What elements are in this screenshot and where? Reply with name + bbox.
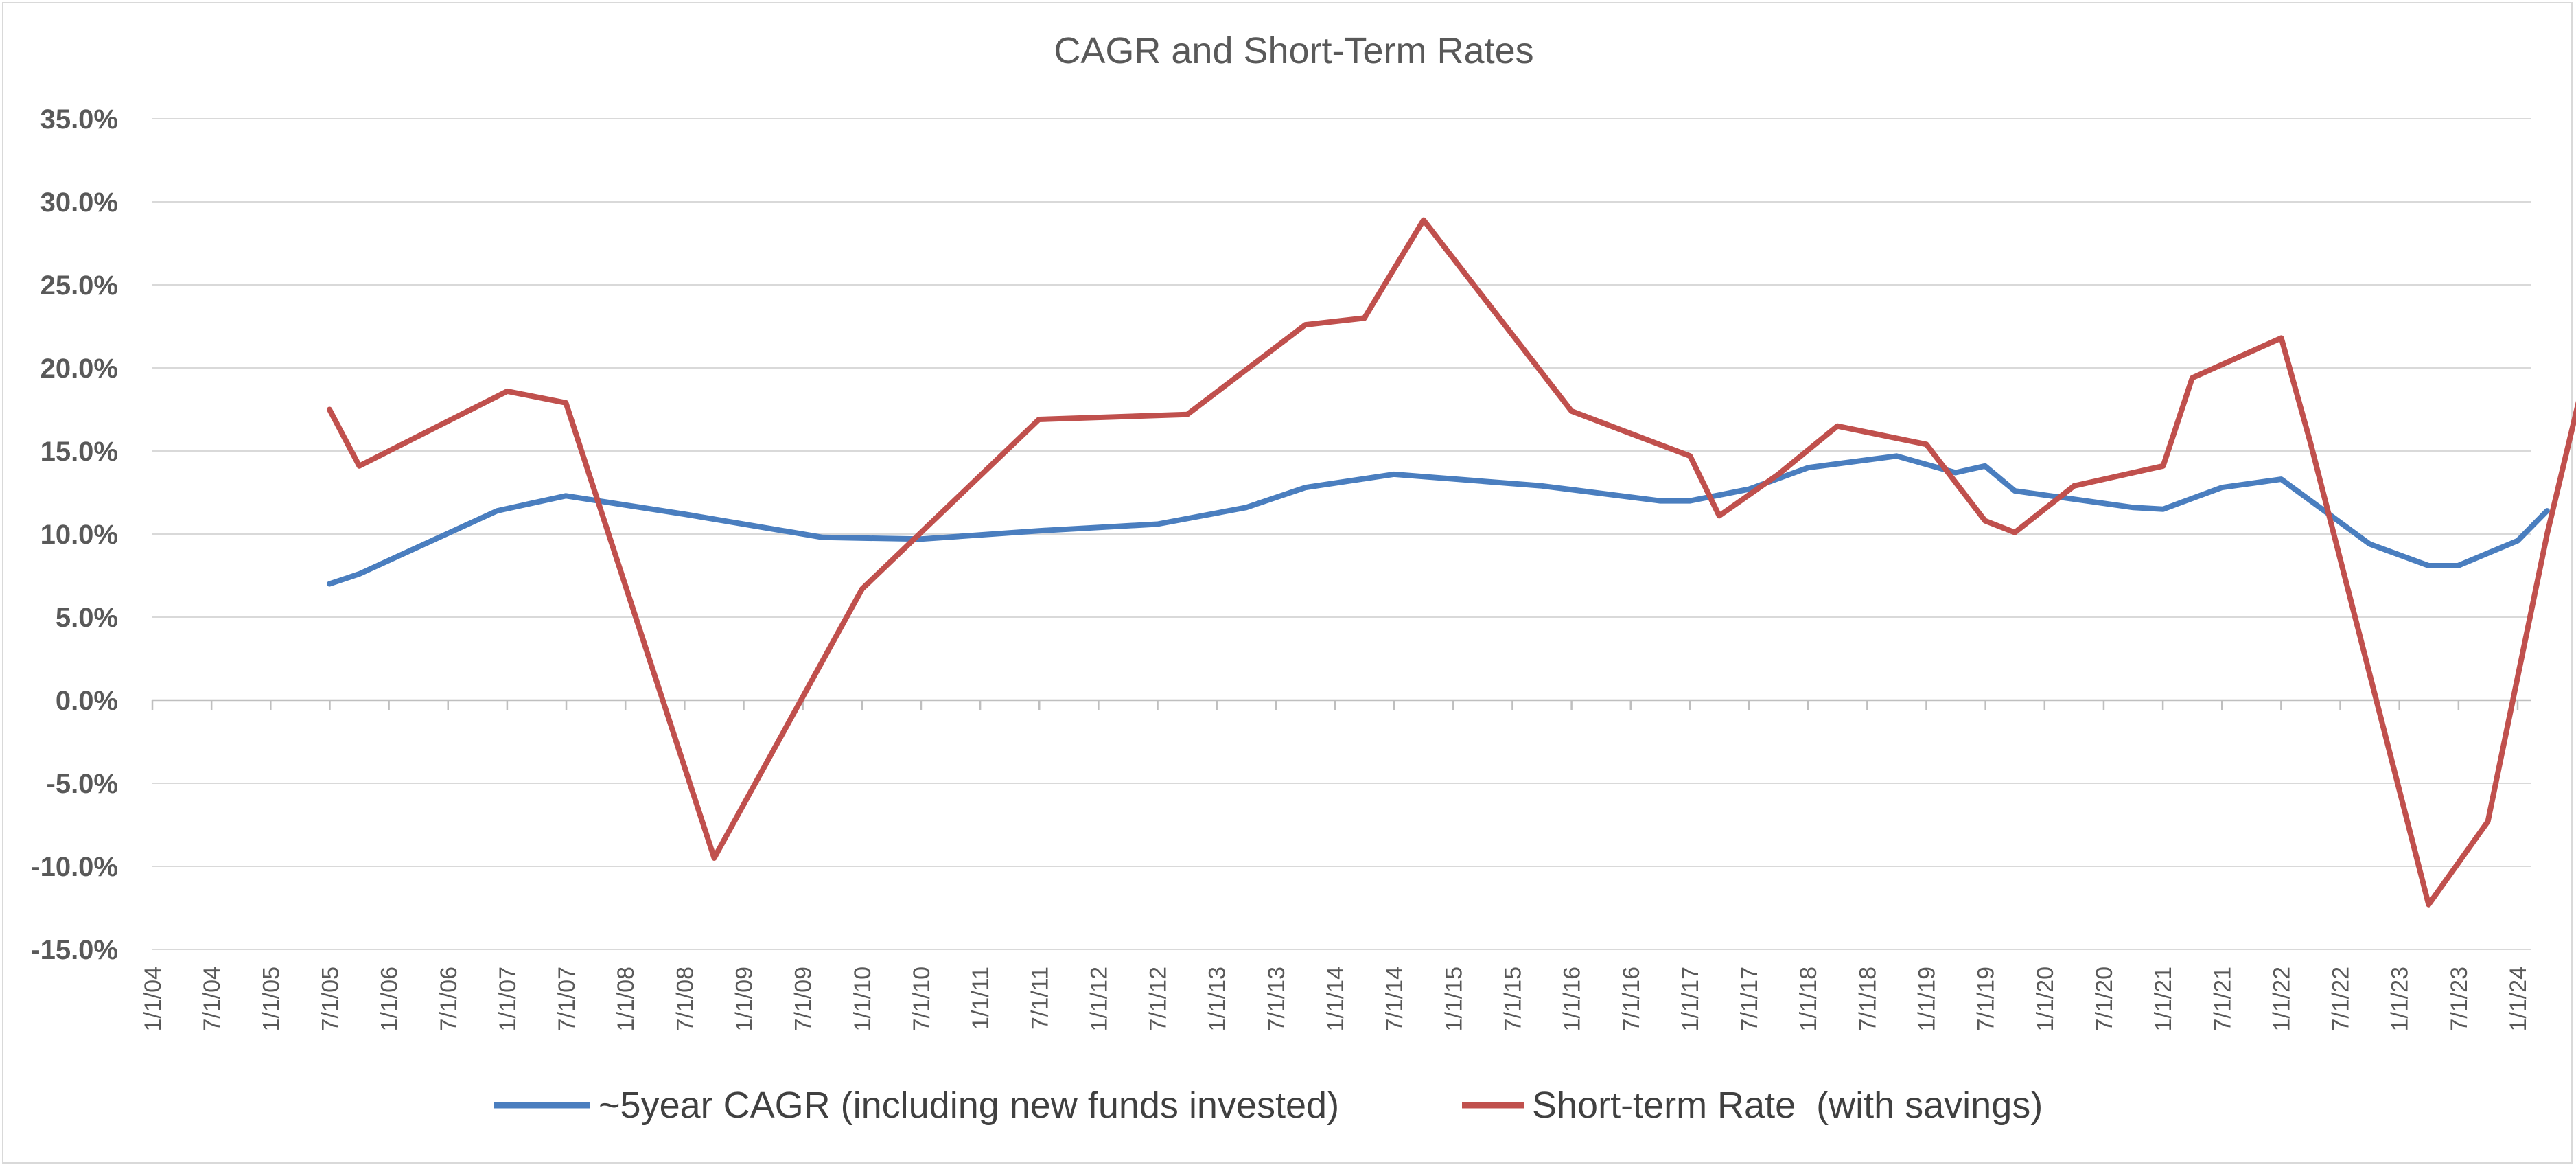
y-tick-label: -5.0% — [47, 769, 119, 799]
x-tick-label: 7/1/16 — [1618, 967, 1645, 1032]
x-tick-label: 7/1/19 — [1973, 967, 1999, 1032]
x-tick-label: 1/1/10 — [850, 967, 876, 1032]
x-tick-label: 7/1/13 — [1264, 967, 1290, 1032]
x-tick-label: 1/1/09 — [732, 967, 758, 1032]
x-tick-label: 1/1/12 — [1086, 967, 1112, 1032]
legend-label-short-term-rate: Short-term Rate (with savings) — [1532, 1085, 2043, 1126]
chart-title: CAGR and Short-Term Rates — [1054, 30, 1533, 71]
x-tick-label: 7/1/17 — [1737, 967, 1763, 1032]
y-tick-label: 10.0% — [40, 520, 118, 550]
x-tick-label: 7/1/22 — [2328, 967, 2354, 1032]
x-tick-label: 1/1/13 — [1205, 967, 1231, 1032]
x-tick-label: 7/1/08 — [672, 967, 698, 1032]
x-tick-label: 1/1/17 — [1678, 967, 1704, 1032]
x-tick-label: 1/1/14 — [1323, 967, 1349, 1032]
x-tick-label: 7/1/23 — [2446, 967, 2472, 1032]
x-tick-label: 7/1/05 — [317, 967, 343, 1032]
x-tick-label: 1/1/20 — [2032, 967, 2058, 1032]
x-tick-label: 7/1/18 — [1855, 967, 1881, 1032]
x-tick-label: 7/1/14 — [1382, 967, 1408, 1032]
axes — [151, 699, 2531, 710]
x-tick-label: 1/1/15 — [1441, 967, 1467, 1032]
x-axis-tick-labels: 1/1/04 7/1/04 1/1/05 7/1/05 1/1/06 7/1/06 1/1/… — [140, 967, 2531, 1032]
x-tick-label: 7/1/07 — [554, 967, 580, 1032]
y-tick-label: 20.0% — [40, 354, 118, 384]
legend: ~5year CAGR (including new funds investe… — [494, 1085, 2043, 1126]
x-tick-label: 1/1/18 — [1796, 967, 1822, 1032]
x-tick-label: 1/1/06 — [377, 967, 403, 1032]
data-series — [327, 217, 2576, 908]
y-tick-label: 35.0% — [40, 104, 118, 135]
x-tick-label: 1/1/04 — [140, 967, 166, 1032]
x-tick-label: 7/1/04 — [199, 967, 225, 1032]
x-tick-label: 7/1/15 — [1500, 967, 1526, 1032]
y-tick-label: 5.0% — [56, 603, 118, 633]
x-tick-label: 1/1/21 — [2150, 967, 2177, 1032]
y-tick-label: 0.0% — [56, 686, 118, 716]
x-tick-label: 1/1/08 — [613, 967, 639, 1032]
x-tick-label: 7/1/11 — [1027, 967, 1053, 1030]
legend-label-cagr: ~5year CAGR (including new funds investe… — [599, 1085, 1339, 1126]
x-tick-label: 7/1/09 — [791, 967, 817, 1032]
y-tick-label: -10.0% — [31, 852, 118, 882]
x-tick-label: 1/1/19 — [1914, 967, 1940, 1032]
x-tick-label: 1/1/05 — [258, 967, 284, 1032]
x-tick-label: 7/1/21 — [2209, 967, 2236, 1032]
x-tick-label: 1/1/22 — [2268, 967, 2295, 1032]
y-tick-label: 15.0% — [40, 437, 118, 467]
y-tick-label: 30.0% — [40, 187, 118, 218]
x-tick-label: 7/1/20 — [2091, 967, 2117, 1032]
series-line-cagr — [327, 453, 2550, 587]
x-tick-label: 7/1/06 — [436, 967, 462, 1032]
y-tick-label: 25.0% — [40, 270, 118, 301]
x-tick-label: 1/1/07 — [495, 967, 521, 1032]
x-tick-label: 7/1/12 — [1146, 967, 1172, 1032]
series-line-short-term-rate — [327, 217, 2576, 908]
y-tick-label: -15.0% — [31, 935, 118, 965]
gridlines — [152, 118, 2531, 950]
x-tick-label: 1/1/23 — [2387, 967, 2413, 1032]
x-tick-label: 1/1/24 — [2505, 967, 2531, 1032]
y-axis-tick-labels: 35.0% 30.0% 25.0% 20.0% 15.0% 10.0% 5.0% 0.0% -5… — [31, 104, 118, 965]
x-tick-label: 1/1/11 — [968, 967, 994, 1030]
x-tick-label: 1/1/16 — [1559, 967, 1586, 1032]
x-tick-label: 7/1/10 — [909, 967, 935, 1032]
